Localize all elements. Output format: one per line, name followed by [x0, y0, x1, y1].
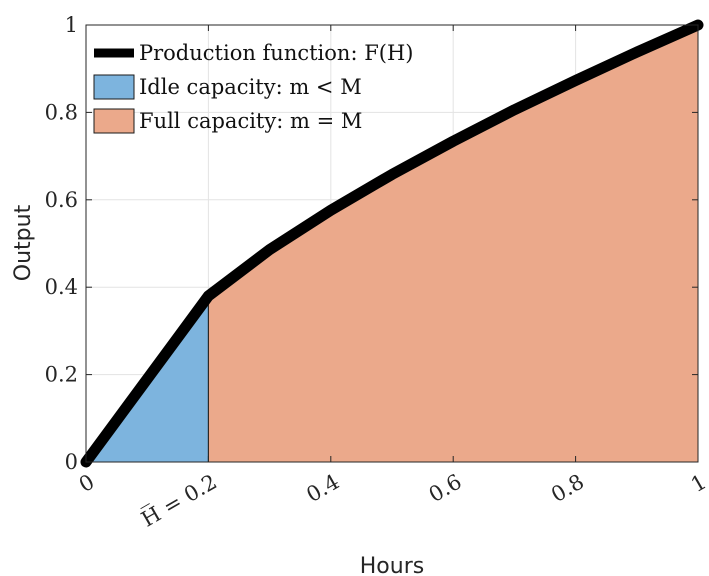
x-tick-label: H̅ = 0.2 [137, 469, 221, 532]
x-tick-label: 0.8 [547, 470, 588, 507]
legend-label: Idle capacity: m < M [139, 75, 362, 99]
production-function-line [80, 19, 704, 468]
line-series [80, 19, 704, 468]
y-axis-ticks: 0 0.2 0.4 0.6 0.8 1 [45, 13, 698, 474]
y-tick-label: 0.4 [45, 275, 78, 299]
legend: Production function: F(H) Idle capacity: … [93, 41, 413, 134]
x-tick-label: 0 [75, 470, 99, 497]
y-tick-label: 0.6 [45, 188, 78, 212]
y-tick-label: 0.8 [45, 100, 78, 124]
x-tick-label: 1 [687, 470, 709, 497]
x-tick-label: 0.6 [425, 470, 466, 507]
y-tick-label: 0 [65, 450, 78, 474]
legend-label: Production function: F(H) [139, 41, 413, 65]
x-axis-label: Hours [360, 554, 424, 576]
y-axis-label: Output [11, 204, 36, 281]
legend-label: Full capacity: m = M [139, 109, 362, 133]
y-tick-label: 0.2 [45, 363, 78, 387]
legend-swatch-area [93, 74, 135, 100]
legend-swatch-area [93, 108, 135, 134]
x-tick-label: 0.4 [302, 470, 343, 507]
plot-frame [85, 24, 699, 463]
y-tick-label: 1 [65, 13, 78, 37]
